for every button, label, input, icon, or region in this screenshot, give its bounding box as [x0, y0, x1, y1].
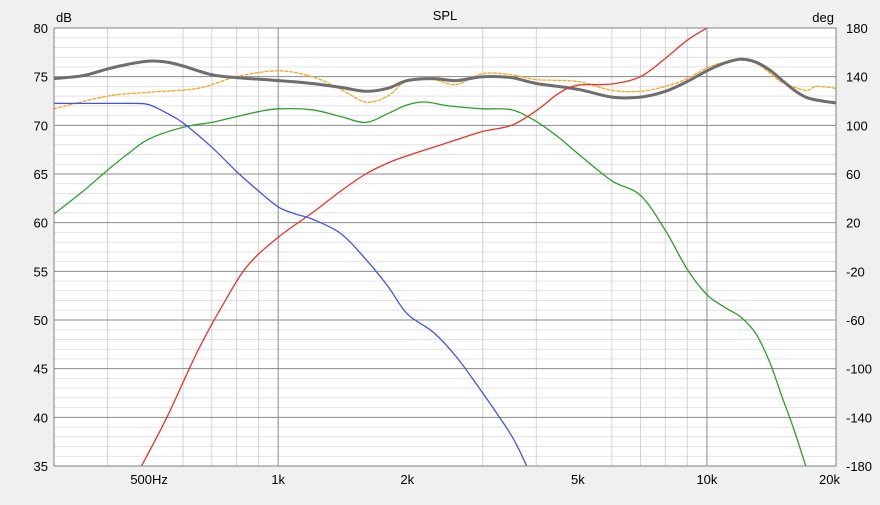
x-tick-label: 500Hz — [130, 472, 168, 487]
x-tick-label: 5k — [571, 472, 585, 487]
left-tick-label: 60 — [34, 216, 48, 231]
plot-border — [53, 27, 837, 467]
green-series-line — [54, 101, 807, 466]
tick-labels: 80 75 70 65 60 55 50 45 40 35 180 140 100 60 20 -20 -60 -… — [34, 21, 873, 487]
chart-title: SPL — [433, 8, 458, 23]
gray-series-line — [54, 57, 836, 105]
right-tick-label: -20 — [846, 264, 865, 279]
left-tick-label: 50 — [34, 313, 48, 328]
x-tick-label: 1k — [271, 472, 285, 487]
red-series-line — [140, 28, 708, 466]
left-tick-label: 35 — [34, 459, 48, 474]
left-tick-label: 45 — [34, 362, 48, 377]
left-tick-label: 80 — [34, 21, 48, 36]
right-tick-label: 100 — [846, 118, 868, 133]
left-tick-label: 40 — [34, 410, 48, 425]
right-tick-label: -60 — [846, 313, 865, 328]
left-axis-unit: dB — [56, 10, 72, 25]
x-tick-label: 10k — [696, 472, 717, 487]
right-tick-label: 20 — [846, 216, 860, 231]
x-tick-label: 2k — [400, 472, 414, 487]
left-tick-label: 75 — [34, 70, 48, 85]
plot-area — [54, 28, 836, 466]
right-tick-label: 140 — [846, 70, 868, 85]
right-tick-label: -100 — [846, 362, 872, 377]
blue-series-line — [54, 102, 528, 466]
right-tick-label: 60 — [846, 167, 860, 182]
x-tick-label: 20k — [819, 472, 840, 487]
grid — [54, 28, 836, 466]
left-tick-label: 70 — [34, 118, 48, 133]
left-tick-label: 55 — [34, 264, 48, 279]
right-tick-label: -140 — [846, 410, 872, 425]
right-tick-label: -180 — [846, 459, 872, 474]
series-group — [54, 28, 836, 466]
right-axis-unit: deg — [812, 10, 834, 25]
left-tick-label: 65 — [34, 167, 48, 182]
right-tick-label: 180 — [846, 21, 868, 36]
